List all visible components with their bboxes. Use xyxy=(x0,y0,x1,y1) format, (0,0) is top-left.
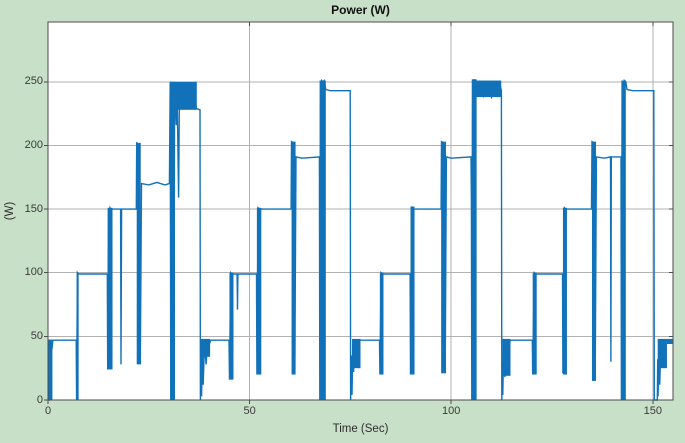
y-tick-label: 100 xyxy=(24,266,43,279)
chart-title: Power (W) xyxy=(331,3,390,17)
y-tick-label: 200 xyxy=(24,138,43,151)
x-tick-label: 50 xyxy=(243,405,256,417)
x-tick-label: 0 xyxy=(44,405,52,417)
y-tick-label: 50 xyxy=(30,329,43,342)
x-tick-label: 100 xyxy=(442,405,461,417)
x-tick-label: 150 xyxy=(643,405,662,417)
y-tick-label: 250 xyxy=(24,75,43,88)
x-axis-label: Time (Sec) xyxy=(332,423,389,435)
y-tick-label: 150 xyxy=(24,202,43,215)
y-tick-label: 0 xyxy=(36,393,43,406)
